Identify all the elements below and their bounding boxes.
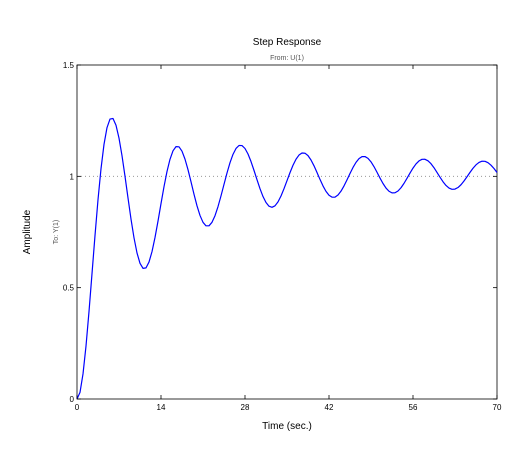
series-layer xyxy=(76,117,498,400)
x-tick-label: 56 xyxy=(409,403,418,412)
x-tick-label: 70 xyxy=(493,403,502,412)
y-axis-label: Amplitude xyxy=(22,209,33,254)
y-tick-label: 0 xyxy=(70,395,75,404)
plot-area xyxy=(76,64,498,400)
x-tick-label: 42 xyxy=(325,403,334,412)
y-tick-label: 1.5 xyxy=(63,61,75,70)
x-tick-label: 28 xyxy=(241,403,250,412)
x-tick-label: 14 xyxy=(157,403,166,412)
y-tick-label: 0.5 xyxy=(63,284,75,293)
chart-title: Step Response xyxy=(253,37,322,48)
x-axis-label: Time (sec.) xyxy=(262,421,312,432)
tick-layer: 0 14 28 42 56 70 0 0.5 1 1.5 xyxy=(63,61,502,412)
step-response-line xyxy=(76,117,498,400)
y-tick-label: 1 xyxy=(70,172,75,181)
y-axis-sublabel: To: Y(1) xyxy=(53,220,60,244)
chart-subtitle: From: U(1) xyxy=(270,55,304,62)
x-tick-label: 0 xyxy=(75,403,80,412)
